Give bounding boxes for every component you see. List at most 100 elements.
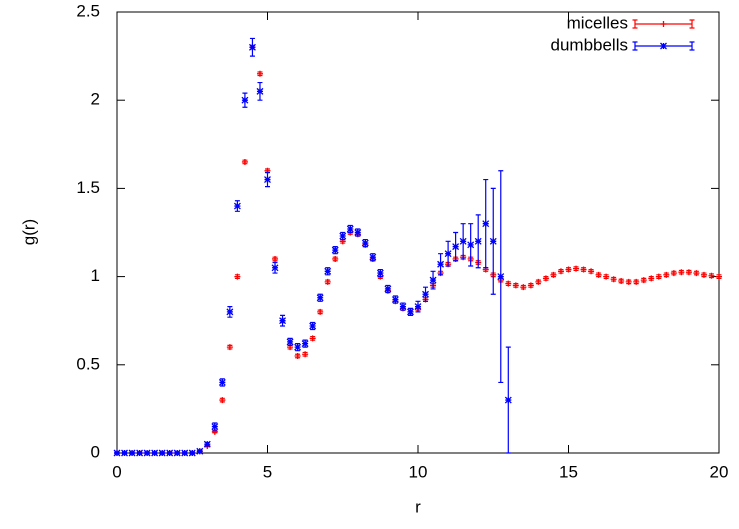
marker	[655, 273, 662, 280]
marker	[272, 255, 279, 262]
data-point	[272, 255, 279, 262]
marker	[218, 378, 226, 386]
error-bar	[632, 19, 638, 29]
legend-label: dumbbells	[551, 35, 629, 54]
data-point	[625, 278, 632, 285]
data-point	[580, 266, 587, 273]
marker	[233, 202, 241, 210]
data-point	[324, 267, 332, 276]
marker	[660, 42, 667, 50]
data-point	[196, 447, 204, 455]
marker	[294, 352, 301, 359]
marker	[467, 241, 475, 249]
y-tick-label: 0.5	[76, 354, 100, 373]
data-point	[459, 223, 467, 260]
data-point	[279, 314, 287, 327]
marker	[181, 449, 189, 457]
marker	[535, 278, 542, 285]
data-point	[422, 286, 429, 302]
marker	[309, 335, 316, 342]
marker	[618, 278, 625, 285]
marker	[241, 158, 248, 165]
marker	[482, 220, 490, 228]
data-point	[166, 449, 174, 457]
data-point	[610, 276, 617, 283]
marker	[565, 266, 572, 273]
legend-symbol	[632, 41, 695, 51]
data-point	[520, 284, 527, 291]
data-point	[316, 293, 324, 302]
data-point	[264, 171, 271, 188]
data-point	[504, 346, 512, 454]
data-point	[226, 305, 234, 318]
marker	[542, 275, 549, 282]
data-point	[248, 37, 256, 57]
data-point	[505, 280, 512, 287]
y-tick-label: 2	[91, 90, 100, 109]
marker	[203, 440, 211, 448]
y-tick-label: 1	[91, 266, 100, 285]
data-point	[437, 253, 445, 276]
data-point	[271, 261, 279, 274]
marker	[504, 396, 512, 404]
legend-label: micelles	[567, 13, 628, 32]
plot-frame	[116, 11, 720, 454]
marker	[660, 21, 667, 27]
marker	[580, 266, 587, 273]
data-point	[512, 282, 519, 289]
data-point	[158, 449, 166, 457]
marker	[505, 280, 512, 287]
data-point	[399, 302, 407, 311]
marker	[444, 250, 452, 258]
marker	[648, 275, 655, 282]
marker	[700, 271, 707, 278]
data-point	[700, 271, 707, 278]
marker	[459, 237, 467, 245]
marker	[324, 278, 331, 285]
data-point	[550, 271, 557, 278]
data-point	[557, 268, 564, 275]
marker	[474, 237, 482, 245]
data-point	[414, 300, 422, 313]
data-point	[452, 231, 460, 262]
marker	[708, 272, 715, 279]
marker	[437, 260, 445, 268]
marker	[279, 317, 287, 325]
data-point	[346, 224, 354, 234]
marker	[376, 269, 384, 277]
data-point	[309, 321, 317, 331]
marker	[716, 273, 722, 280]
data-point	[203, 440, 211, 448]
data-point	[527, 282, 534, 289]
data-point	[309, 335, 316, 342]
marker	[302, 351, 309, 358]
marker	[256, 87, 264, 95]
marker	[354, 229, 362, 236]
data-point	[361, 238, 369, 248]
marker	[407, 308, 414, 316]
data-point	[294, 343, 302, 352]
marker	[166, 449, 174, 457]
marker	[143, 449, 151, 457]
marker	[294, 343, 302, 351]
marker	[384, 285, 392, 293]
data-point	[474, 214, 482, 269]
marker	[588, 268, 595, 275]
x-tick-label: 5	[263, 462, 272, 481]
data-point	[332, 255, 339, 262]
data-point	[256, 70, 263, 77]
data-point	[640, 277, 647, 284]
data-point	[603, 273, 610, 280]
marker	[557, 268, 564, 275]
data-point	[302, 351, 309, 358]
data-point	[188, 449, 196, 457]
data-point	[369, 253, 377, 262]
data-point	[211, 422, 219, 431]
marker	[196, 447, 204, 455]
x-tick-label: 20	[710, 462, 729, 481]
marker	[399, 303, 407, 311]
marker	[331, 246, 339, 254]
data-point	[376, 268, 384, 278]
data-point	[384, 284, 392, 294]
data-point	[482, 178, 490, 269]
